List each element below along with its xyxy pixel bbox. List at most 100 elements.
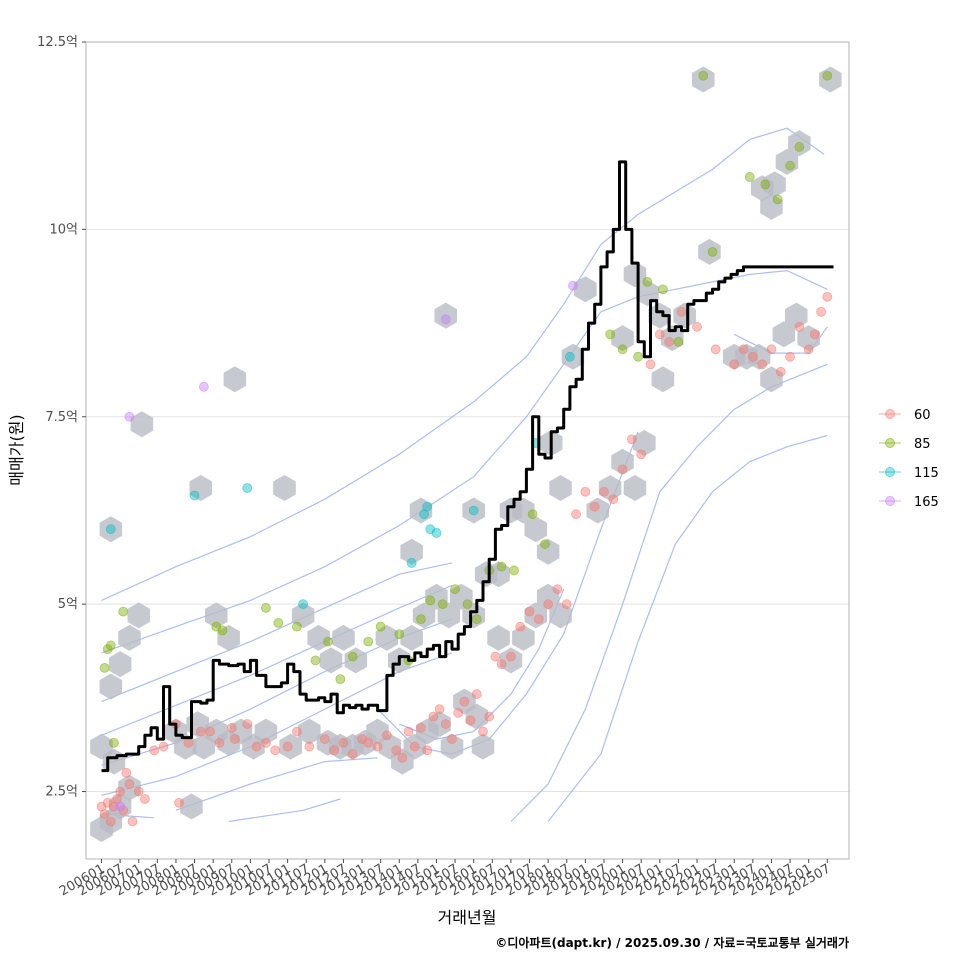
data-point-60 [251,741,262,752]
contour-upper-6 [101,652,453,796]
data-point-60 [391,745,402,756]
data-point-60 [434,704,445,714]
data-point-85 [437,599,448,610]
data-point-60 [214,737,225,748]
hexbin-cell [130,411,154,438]
data-point-165 [115,801,126,812]
hexbin-cell [425,583,448,610]
data-point-60 [465,715,476,726]
data-point-85 [105,640,116,651]
data-point-60 [381,730,392,741]
data-point-60 [440,719,451,729]
trend-line-layer [101,160,834,773]
hexbin-cell [298,718,321,745]
hexbin-cell [763,171,786,198]
hexbin-cell [99,673,123,700]
data-point-60 [242,719,253,729]
legend: 60 85 115 165 [879,408,939,510]
data-point-60 [121,767,132,778]
data-point-85 [527,509,538,520]
hexbin-cell [611,448,634,475]
data-point-60 [608,494,619,505]
data-point-60 [490,651,501,662]
data-point-85 [605,329,616,340]
data-point-60 [422,745,433,756]
data-point-60 [738,344,749,355]
data-point-115 [298,599,309,610]
data-point-60 [478,726,488,737]
data-point-60 [543,599,554,610]
data-point-60 [174,797,184,808]
hexbin-cell [536,538,560,565]
data-point-85 [273,617,284,628]
data-point-85 [109,737,119,748]
data-point-60 [99,809,110,819]
data-point-60 [149,745,160,756]
data-point-85 [310,655,321,666]
data-point-85 [425,595,436,606]
data-point-60 [329,745,340,756]
data-point-60 [816,306,826,317]
hexbin-cell [536,583,560,610]
data-point-115 [564,351,575,362]
hexbin-cell [90,733,113,760]
contour-right-1 [510,363,828,822]
data-point-60 [372,741,383,752]
data-point-60 [127,816,138,827]
hexbin-cell [549,475,572,501]
y-tick-label: 12.5억 [37,35,78,50]
data-point-60 [626,434,637,445]
data-point-60 [692,321,702,332]
data-point-60 [428,711,439,722]
data-point-60 [158,741,169,752]
legend-key-60 [885,409,895,419]
data-point-60 [260,737,271,748]
data-point-85 [698,70,709,81]
hexbin-cell [747,343,771,370]
data-point-60 [409,741,420,752]
hexbin-cell [648,302,672,329]
data-point-60 [363,737,374,748]
hexbin-cell [574,276,597,303]
data-point-60 [124,779,135,789]
y-tick-label: 5억 [58,597,78,612]
contour-outer-upper [101,127,825,601]
data-point-60 [822,291,833,302]
data-point-85 [260,603,271,613]
data-point-60 [757,359,768,370]
data-point-60 [766,344,777,355]
hexbin-cell [698,238,721,265]
hexbin-cell [332,624,355,651]
legend-key-85 [885,438,895,448]
legend-key-165 [885,496,895,506]
data-point-85 [450,584,460,595]
hexbin-cell [217,624,240,651]
data-point-85 [744,172,755,182]
data-point-85 [471,614,482,625]
hexbin-cell [772,321,796,348]
hexbin-cell [434,302,457,329]
data-point-85 [394,629,405,640]
data-point-85 [772,194,783,205]
y-tick-label: 10억 [49,222,78,237]
hexbin-cell [254,718,278,745]
hexbin-cell [118,624,141,651]
data-point-60 [453,707,464,718]
contour-upper-3 [101,562,453,703]
hexbin-cell [692,66,715,93]
hexbin-cell [205,602,228,629]
hexbin-cell [760,366,783,393]
y-axis-title: 매매가(원) [7,414,26,485]
data-point-115 [242,483,253,493]
hexbin-cell [760,193,783,220]
data-point-85 [496,561,507,572]
data-point-60 [636,449,647,460]
hexbin-cell [651,366,675,393]
data-point-60 [484,711,495,722]
data-point-85 [335,674,346,685]
data-point-85 [642,276,653,287]
data-point-60 [416,722,426,733]
data-point-60 [552,584,563,595]
data-point-85 [822,70,833,81]
hexbin-cell [189,475,212,501]
